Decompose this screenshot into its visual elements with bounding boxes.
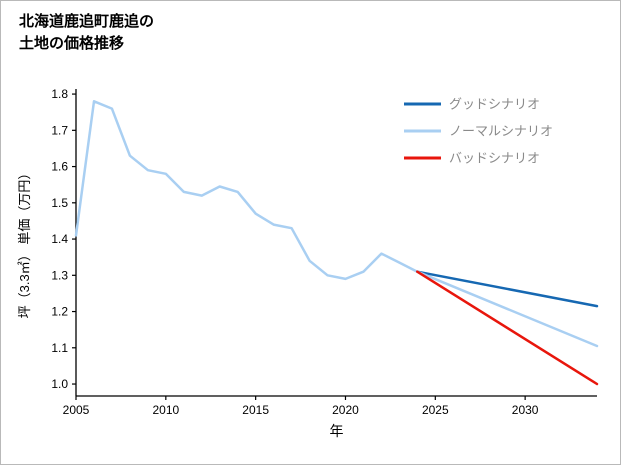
y-tick-label: 1.8 [51,87,68,101]
x-tick-label: 2015 [242,403,269,417]
chart-title: 北海道鹿追町鹿追の 土地の価格推移 [19,11,154,55]
y-tick-label: 1.3 [51,268,68,282]
legend-label: グッドシナリオ [449,97,540,112]
legend-label: バッドシナリオ [449,151,540,166]
x-tick-label: 2005 [63,403,90,417]
legend-label: ノーマルシナリオ [449,124,553,139]
x-tick-label: 2020 [332,403,359,417]
chart-title-line2: 土地の価格推移 [19,35,125,52]
y-tick-label: 1.4 [51,232,68,246]
series-line-2 [416,270,599,348]
x-tick-label: 2025 [422,403,449,417]
series-line-1 [416,270,599,308]
y-tick-label: 1.2 [51,305,68,319]
x-tick-label: 2030 [512,403,539,417]
y-axis-label: 坪（3.3㎡） 単価（万円） [17,167,32,319]
series-line-3 [416,270,599,386]
y-tick-label: 1.5 [51,196,68,210]
x-axis-label: 年 [330,423,344,439]
y-tick-label: 1.1 [51,341,68,355]
series-line-0 [74,100,419,281]
x-tick-label: 2010 [152,403,179,417]
chart-title-line1: 北海道鹿追町鹿追の [19,13,155,30]
y-tick-label: 1.7 [51,123,68,137]
y-tick-label: 1.6 [51,160,68,174]
y-tick-label: 1.0 [51,377,68,391]
